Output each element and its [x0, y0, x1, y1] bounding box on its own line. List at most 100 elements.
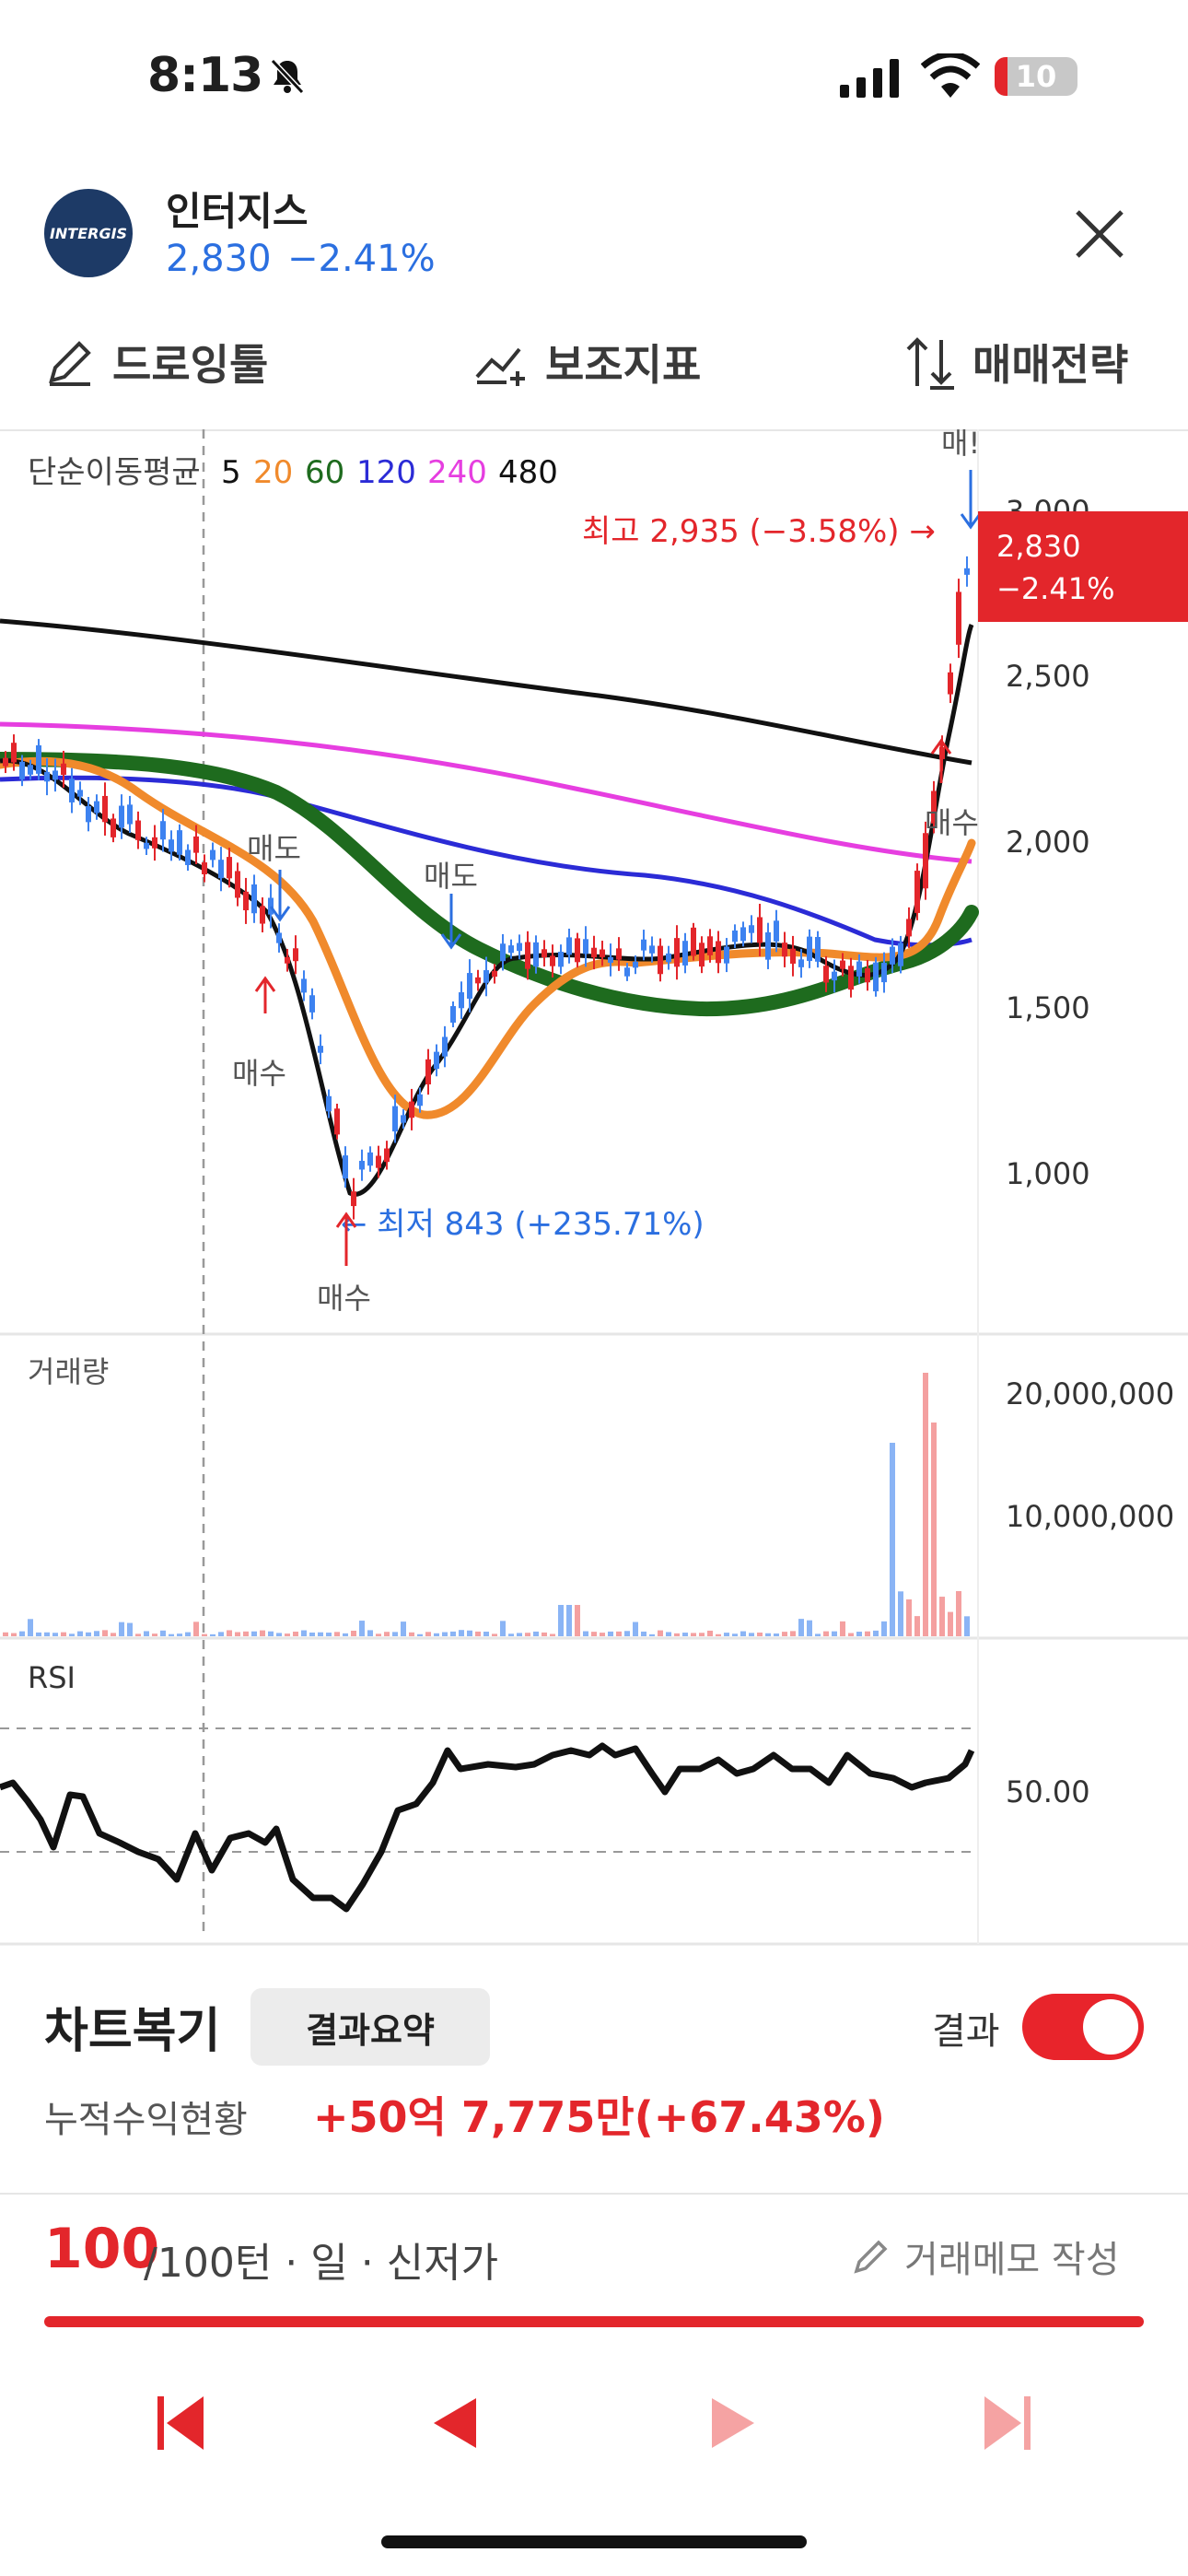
volume-bar [61, 1632, 66, 1636]
candle-body [508, 945, 514, 954]
volume-bar [276, 1633, 282, 1636]
candle-body [94, 801, 99, 814]
volume-bar [293, 1632, 298, 1636]
candle-body [351, 1191, 356, 1207]
result-toggle[interactable] [1022, 1994, 1144, 2060]
volume-bar [600, 1633, 605, 1636]
candle-body [301, 978, 307, 993]
volume-bar [450, 1631, 456, 1636]
skip-back-icon [157, 2396, 204, 2450]
volume-bar [185, 1632, 191, 1636]
strategy-button[interactable]: 매매전략 [904, 332, 1128, 392]
turn-progress-bar [44, 2316, 1144, 2327]
volume-bar [169, 1633, 174, 1636]
skip-to-start-button[interactable] [134, 2377, 227, 2469]
candle-body [525, 942, 530, 969]
candle-body [384, 1148, 390, 1163]
volume-bar [434, 1633, 439, 1636]
candle-body [193, 836, 199, 853]
volume-bar [202, 1633, 207, 1636]
volume-bar [865, 1631, 870, 1636]
indicator-button[interactable]: 보조지표 [473, 332, 701, 392]
volume-bar [749, 1633, 754, 1636]
candle-body [699, 943, 705, 967]
volume-bar [848, 1633, 854, 1636]
volume-bar [906, 1599, 912, 1636]
ma-240-line [0, 721, 973, 864]
candle-body [52, 770, 58, 780]
next-button[interactable] [687, 2377, 779, 2469]
volume-bar [144, 1631, 149, 1636]
low-annotation: ← 최저 843 (+235.71%) [341, 1206, 705, 1243]
candle-body [856, 961, 862, 977]
candle-body [616, 948, 622, 960]
draw-tool-button[interactable]: 드로잉툴 [44, 332, 268, 392]
volume-bar [3, 1632, 8, 1636]
candle-body [343, 1155, 348, 1179]
ma-20-line [0, 756, 976, 1119]
candle-body [218, 860, 224, 879]
volume-bar [624, 1631, 630, 1636]
volume-bar [575, 1605, 580, 1636]
volume-bar [550, 1633, 555, 1636]
volume-bar [765, 1633, 771, 1636]
candle-body [550, 955, 555, 966]
volume-bar [119, 1622, 124, 1636]
volume-bar [674, 1633, 680, 1636]
close-icon[interactable] [1074, 208, 1125, 263]
volume-bar [898, 1591, 903, 1636]
candle-body [807, 936, 812, 962]
candle-body [260, 906, 265, 924]
trade-mark-buy: 매수 [232, 1056, 286, 1091]
volume-bar [658, 1630, 663, 1636]
volume-bar [467, 1630, 472, 1636]
candle-body [765, 931, 771, 960]
volume-bar [69, 1633, 75, 1636]
trade-mark-sell: 매! [941, 429, 980, 461]
candle-body [716, 941, 721, 964]
ma-5-line [0, 624, 974, 1197]
ma-legend-item-20: 20 [253, 454, 293, 491]
candle-body [243, 891, 249, 911]
candle-body [268, 897, 274, 915]
turn-info: /100턴 · 일 · 신저가 [144, 2240, 499, 2287]
play-forward-icon [712, 2398, 754, 2448]
candle-body [177, 830, 182, 855]
volume-bar [268, 1631, 274, 1636]
candle-body [881, 963, 887, 983]
candle-body [69, 779, 75, 802]
result-summary-button[interactable]: 결과요약 [250, 1988, 490, 2066]
ma-legend-title: 단순이동평균 [28, 454, 201, 491]
candle-body [293, 948, 298, 962]
cumulative-label: 누적수익현황 [44, 2099, 248, 2141]
ma-legend: 5 20 60 120 240 480 [221, 454, 558, 491]
candle-body [774, 920, 779, 942]
candle-body [608, 956, 613, 963]
candle-body [517, 943, 522, 952]
trade-memo-button[interactable]: 거래메모 작성 [851, 2230, 1120, 2283]
volume-bar [193, 1622, 199, 1636]
signal-icon [840, 57, 904, 101]
volume-bar [616, 1631, 622, 1636]
volume-bar [392, 1632, 398, 1636]
volume-bar [417, 1633, 423, 1636]
candle-body [682, 941, 688, 966]
volume-bar [235, 1632, 240, 1636]
volume-bar [923, 1373, 928, 1636]
volume-bar [699, 1633, 705, 1636]
result-label: 결과 [932, 2010, 1000, 2053]
volume-bar [260, 1630, 265, 1636]
volume-bar [525, 1633, 530, 1636]
candle-body [832, 971, 837, 981]
volume-bar [832, 1631, 837, 1636]
volume-bar [558, 1605, 564, 1636]
ma-legend-item-480: 480 [498, 454, 558, 491]
candle-body [641, 939, 646, 951]
previous-button[interactable] [409, 2377, 501, 2469]
candle-body [450, 1006, 456, 1023]
volume-bar [964, 1616, 970, 1636]
candle-body [334, 1108, 340, 1135]
skip-to-end-button[interactable] [961, 2377, 1054, 2469]
